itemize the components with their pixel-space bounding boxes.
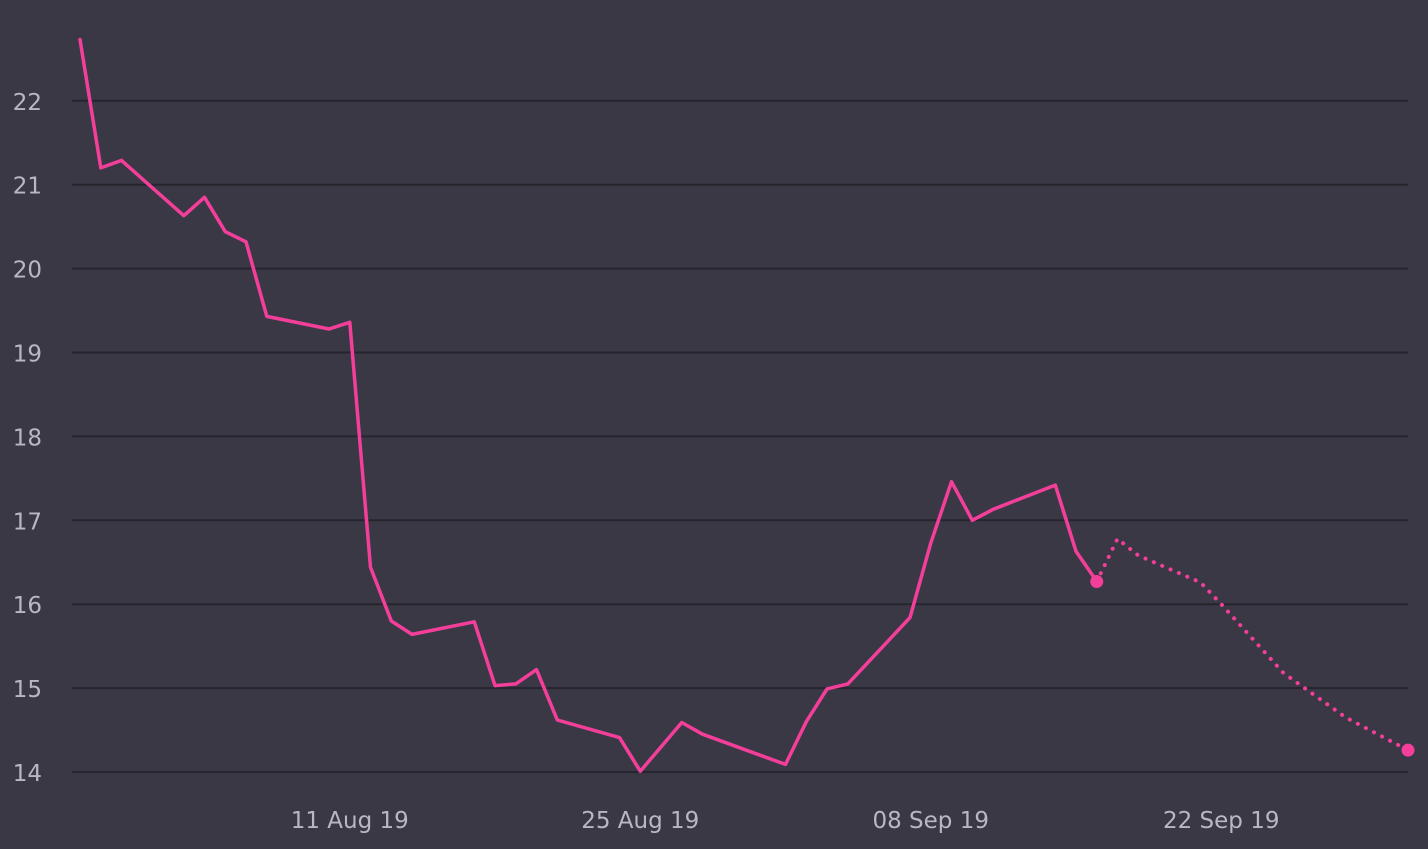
x-tick-label-1: 25 Aug 19 — [581, 808, 699, 834]
actual-solid-line — [78, 37, 1099, 773]
forecast-dotted-line — [1094, 536, 1410, 753]
y-tick-label-21: 21 — [13, 174, 42, 200]
y-tick-label-15: 15 — [13, 677, 42, 703]
x-axis-tick-labels: 11 Aug 19 25 Aug 19 08 Sep 19 22 Sep 19 — [291, 808, 1280, 834]
series-0-end-marker — [1090, 575, 1104, 589]
x-tick-label-2: 08 Sep 19 — [872, 808, 989, 834]
y-tick-label-14: 14 — [13, 761, 42, 787]
series-1-end-marker — [1401, 743, 1415, 757]
y-tick-label-19: 19 — [13, 342, 42, 368]
series-lines — [78, 37, 1410, 773]
y-tick-label-17: 17 — [13, 509, 42, 535]
y-tick-label-16: 16 — [13, 593, 42, 619]
x-tick-label-0: 11 Aug 19 — [291, 808, 409, 834]
series-end-markers — [1090, 575, 1415, 757]
y-tick-label-20: 20 — [13, 258, 42, 284]
grid-lines — [72, 99, 1408, 773]
x-tick-label-3: 22 Sep 19 — [1163, 808, 1280, 834]
y-tick-label-18: 18 — [13, 425, 42, 451]
y-axis-tick-labels: 14 15 16 17 18 19 20 21 22 — [13, 90, 42, 787]
y-tick-label-22: 22 — [13, 90, 42, 116]
